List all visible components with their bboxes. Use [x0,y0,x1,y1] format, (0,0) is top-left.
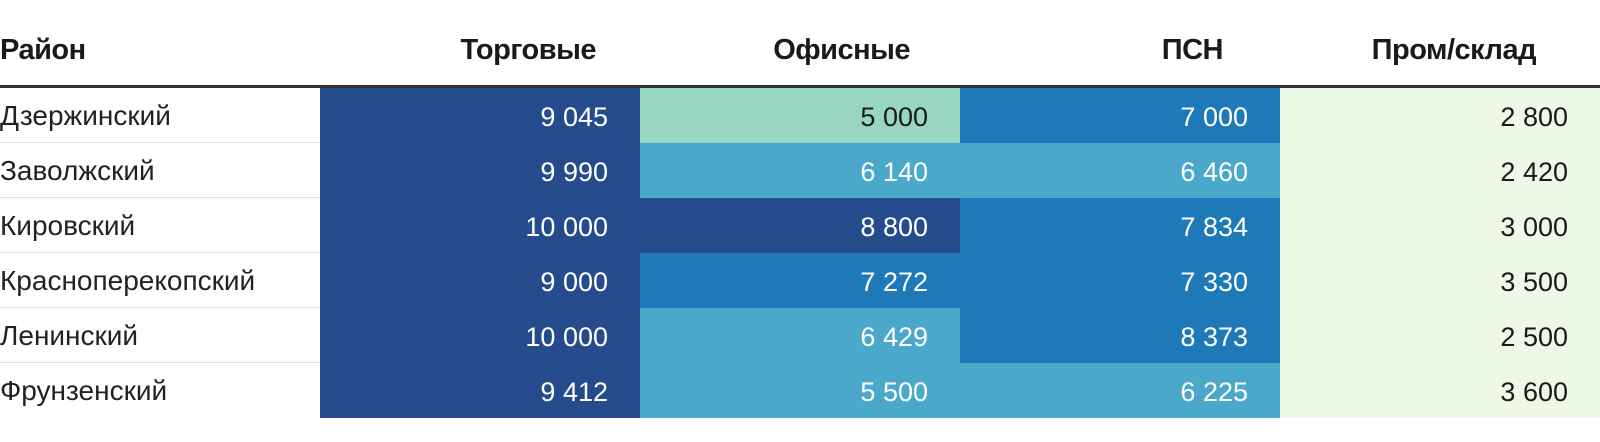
table-body: Дзержинский 9 045 5 000 7 000 2 800 Заволжски… [0,88,1600,418]
cell-office: 6 429 [640,308,960,363]
district-name: Фрунзенский [0,375,168,406]
cell-industrial-warehouse: 2 500 [1280,308,1600,363]
cell-industrial-warehouse: 2 800 [1280,88,1600,143]
column-header-psn: ПСН [1161,34,1224,66]
table-row: Дзержинский 9 045 5 000 7 000 2 800 [0,88,1600,143]
cell-psn: 7 000 [960,88,1280,143]
cell-psn: 6 460 [960,143,1280,198]
cell-office: 6 140 [640,143,960,198]
heatmap-table: Район Торговые Офисные ПСН Пром/склад Дз… [0,0,1600,418]
column-header-district: Район [0,34,86,66]
district-name: Кировский [0,210,136,241]
cell-office: 7 272 [640,253,960,308]
district-name: Заволжский [0,155,155,186]
table-row: Заволжский 9 990 6 140 6 460 2 420 [0,143,1600,198]
district-name: Ленинский [0,320,139,351]
cell-industrial-warehouse: 2 420 [1280,143,1600,198]
cell-industrial-warehouse: 3 500 [1280,253,1600,308]
cell-industrial-warehouse: 3 600 [1280,363,1600,418]
cell-industrial-warehouse: 3 000 [1280,198,1600,253]
cell-psn: 7 834 [960,198,1280,253]
cell-retail: 9 000 [320,253,640,308]
cell-psn: 7 330 [960,253,1280,308]
table-row: Красноперекопский 9 000 7 272 7 330 3 500 [0,253,1600,308]
table-row: Фрунзенский 9 412 5 500 6 225 3 600 [0,363,1600,418]
district-name: Красноперекопский [0,265,256,296]
table-row: Ленинский 10 000 6 429 8 373 2 500 [0,308,1600,363]
cell-psn: 6 225 [960,363,1280,418]
column-header-office: Офисные [773,34,910,66]
cell-retail: 10 000 [320,308,640,363]
cell-office: 5 000 [640,88,960,143]
table-header: Район Торговые Офисные ПСН Пром/склад [0,0,1600,88]
cell-retail: 9 412 [320,363,640,418]
cell-office: 8 800 [640,198,960,253]
cell-retail: 9 045 [320,88,640,143]
column-header-industrial-warehouse: Пром/склад [1371,34,1537,66]
table-row: Кировский 10 000 8 800 7 834 3 000 [0,198,1600,253]
district-name: Дзержинский [0,100,171,131]
cell-office: 5 500 [640,363,960,418]
column-header-retail: Торговые [460,34,597,66]
cell-retail: 10 000 [320,198,640,253]
cell-retail: 9 990 [320,143,640,198]
cell-psn: 8 373 [960,308,1280,363]
